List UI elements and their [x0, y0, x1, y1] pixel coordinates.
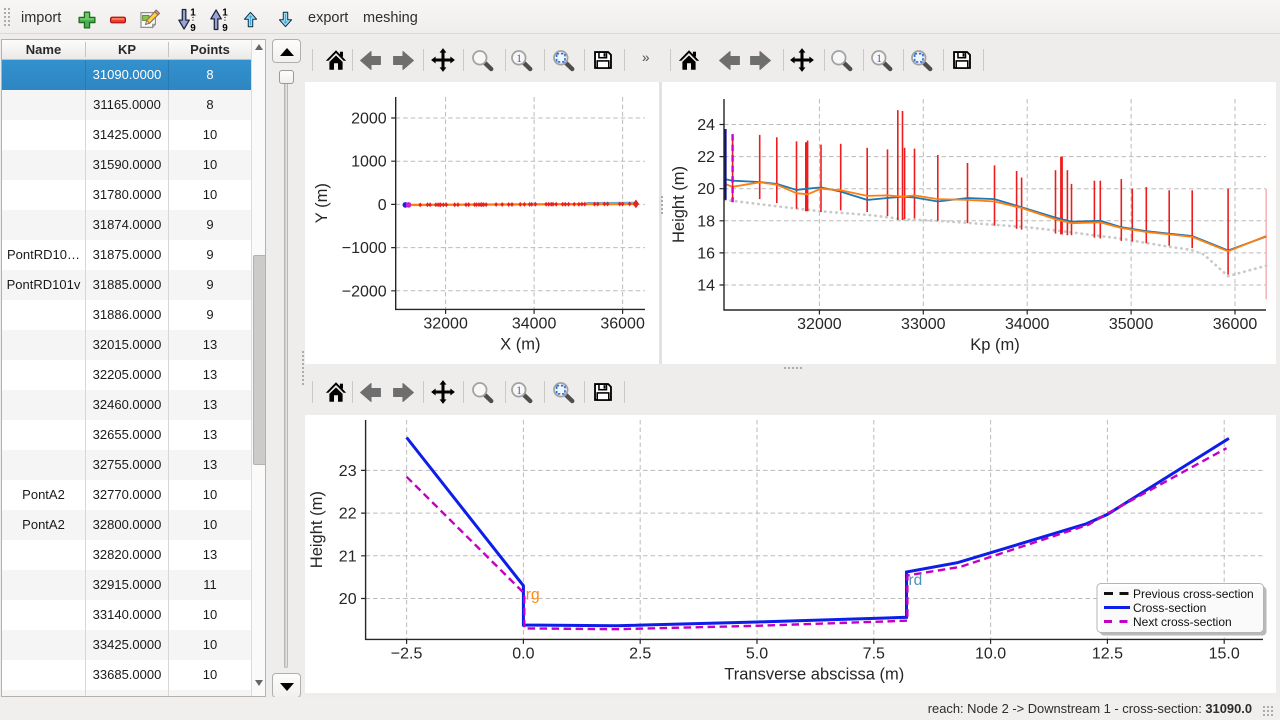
svg-text:36000: 36000	[1213, 316, 1258, 333]
svg-text:14: 14	[697, 278, 715, 295]
svg-text:7.5: 7.5	[863, 645, 885, 662]
svg-text:Height (m): Height (m)	[670, 166, 688, 243]
svg-text:36000: 36000	[600, 315, 645, 332]
svg-text:20: 20	[339, 591, 357, 608]
svg-text:12.5: 12.5	[1092, 645, 1123, 662]
svg-text:21: 21	[339, 548, 357, 565]
svg-text:24: 24	[697, 117, 715, 134]
svg-text:22: 22	[339, 506, 357, 523]
svg-text:Next cross-section: Next cross-section	[1133, 615, 1232, 629]
svg-text:2000: 2000	[351, 111, 387, 128]
svg-text:9: 9	[190, 23, 196, 32]
svg-text:34000: 34000	[512, 315, 557, 332]
svg-text:rg: rg	[526, 586, 540, 603]
svg-text:−2000: −2000	[342, 283, 387, 300]
svg-text:10.0: 10.0	[975, 645, 1006, 662]
svg-text:Previous cross-section: Previous cross-section	[1133, 587, 1254, 601]
svg-text:0.0: 0.0	[512, 645, 534, 662]
svg-text:−1000: −1000	[342, 240, 387, 257]
svg-text:1: 1	[517, 52, 523, 64]
svg-text:32000: 32000	[797, 316, 842, 333]
svg-text:Y (m): Y (m)	[313, 183, 331, 223]
svg-text:9: 9	[222, 23, 228, 32]
svg-text:Transverse abscissa (m): Transverse abscissa (m)	[724, 665, 904, 683]
svg-text:5.0: 5.0	[746, 645, 768, 662]
svg-text:Kp (m): Kp (m)	[970, 336, 1020, 354]
svg-text:35000: 35000	[1109, 316, 1154, 333]
svg-text:rd: rd	[909, 572, 923, 589]
svg-text:X (m): X (m)	[500, 335, 540, 353]
svg-text:34000: 34000	[1005, 316, 1050, 333]
svg-text:22: 22	[697, 149, 715, 166]
svg-text:1: 1	[517, 384, 523, 396]
svg-text:15.0: 15.0	[1209, 645, 1240, 662]
svg-text:16: 16	[697, 245, 715, 262]
svg-text:33000: 33000	[901, 316, 946, 333]
svg-text:1000: 1000	[351, 154, 387, 171]
svg-text:Height (m): Height (m)	[308, 491, 326, 568]
svg-text:−2.5: −2.5	[391, 645, 423, 662]
svg-text:2.5: 2.5	[629, 645, 651, 662]
svg-text:1: 1	[876, 52, 882, 64]
svg-text:20: 20	[697, 181, 715, 198]
svg-text:32000: 32000	[423, 315, 468, 332]
svg-text:18: 18	[697, 213, 715, 230]
svg-text:23: 23	[339, 463, 357, 480]
svg-text:1: 1	[222, 8, 228, 19]
svg-text:1: 1	[190, 8, 196, 19]
svg-text:Cross-section: Cross-section	[1133, 601, 1206, 615]
svg-text:0: 0	[378, 197, 387, 214]
